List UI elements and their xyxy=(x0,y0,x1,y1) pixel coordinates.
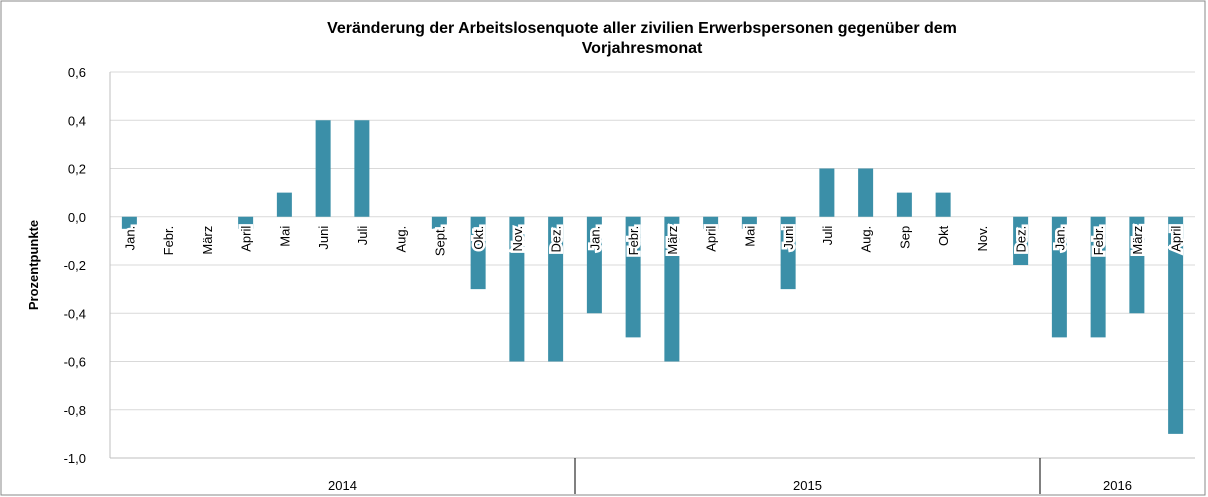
x-group-label: 2015 xyxy=(793,478,822,493)
bar xyxy=(1090,216,1106,338)
x-group-label: 2014 xyxy=(328,478,357,493)
y-axis-label: Prozentpunkte xyxy=(26,220,41,310)
y-tick-label: 0,2 xyxy=(68,162,86,177)
x-tick-label: März xyxy=(1130,226,1145,255)
y-tick-label: 0,4 xyxy=(68,113,86,128)
y-tick-label: 0,6 xyxy=(68,65,86,80)
x-tick-label: Mai xyxy=(277,226,292,247)
chart-title: Vorjahresmonat xyxy=(582,40,703,57)
x-tick-label: März xyxy=(665,226,680,255)
bar xyxy=(1168,216,1184,434)
bar xyxy=(896,192,912,217)
y-tick-label: -0,2 xyxy=(64,258,86,273)
x-group-label: 2016 xyxy=(1103,478,1132,493)
bar xyxy=(625,216,641,338)
x-tick-label: April xyxy=(704,226,719,252)
x-tick-label: Mai xyxy=(742,226,757,247)
bar xyxy=(238,216,254,229)
bar xyxy=(1129,216,1145,314)
bar xyxy=(431,216,447,229)
x-tick-label: Okt. xyxy=(471,226,486,250)
x-tick-label: Sep xyxy=(897,226,912,249)
bar xyxy=(935,192,951,217)
bar xyxy=(121,216,137,229)
x-tick-label: Jan. xyxy=(122,226,137,251)
x-tick-label: Dez. xyxy=(549,226,564,253)
x-tick-label: Sept. xyxy=(432,226,447,256)
x-tick-label: Nov. xyxy=(975,226,990,252)
bar xyxy=(741,216,757,229)
x-tick-label: Jan. xyxy=(587,226,602,251)
chart-title: Veränderung der Arbeitslosenquote aller … xyxy=(327,20,957,37)
y-tick-label: -0,8 xyxy=(64,403,86,418)
bar xyxy=(315,120,331,217)
y-tick-label: 0,0 xyxy=(68,210,86,225)
bar xyxy=(470,216,486,290)
x-tick-label: Aug. xyxy=(394,226,409,253)
x-tick-label: Juni xyxy=(316,226,331,250)
x-tick-label: April xyxy=(239,226,254,252)
x-tick-label: Febr. xyxy=(1091,226,1106,256)
bar xyxy=(548,216,564,362)
y-tick-label: -0,6 xyxy=(64,355,86,370)
bar xyxy=(703,216,719,229)
bar xyxy=(780,216,796,290)
x-tick-label: Jan. xyxy=(1052,226,1067,251)
x-tick-label: Febr. xyxy=(626,226,641,256)
bar xyxy=(586,216,602,314)
x-tick-label: Juni xyxy=(781,226,796,250)
y-tick-label: -0,4 xyxy=(64,306,86,321)
x-tick-label: Aug. xyxy=(859,226,874,253)
bar xyxy=(509,216,525,362)
bar xyxy=(664,216,680,362)
bar xyxy=(1051,216,1067,338)
bar xyxy=(858,168,874,217)
bar xyxy=(354,120,370,217)
bar xyxy=(276,192,292,217)
bar xyxy=(819,168,835,217)
x-tick-label: Dez. xyxy=(1014,226,1029,253)
x-tick-label: Juli xyxy=(355,226,370,246)
x-tick-label: April xyxy=(1169,226,1184,252)
x-tick-label: Juli xyxy=(820,226,835,246)
bar xyxy=(1013,216,1029,265)
x-tick-label: Febr. xyxy=(161,226,176,256)
x-tick-label: März xyxy=(200,226,215,255)
y-tick-label: -1,0 xyxy=(64,451,86,466)
x-tick-label: Okt xyxy=(936,225,951,246)
x-tick-label: Nov. xyxy=(510,226,525,252)
